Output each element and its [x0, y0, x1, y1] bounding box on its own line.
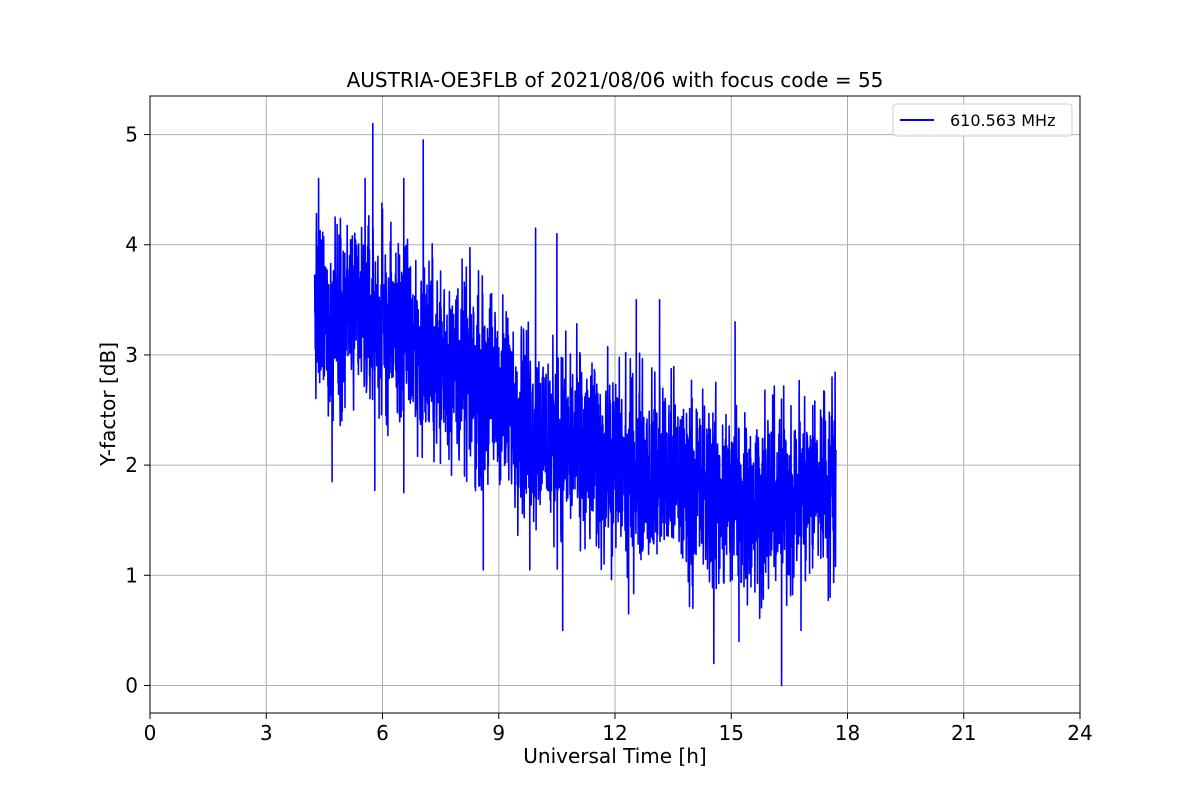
- x-tick-label: 0: [144, 721, 157, 745]
- x-tick-label: 18: [835, 721, 860, 745]
- y-tick-label: 1: [125, 563, 138, 587]
- y-tick-label: 4: [125, 233, 138, 257]
- x-tick-label: 15: [719, 721, 744, 745]
- legend: 610.563 MHz: [892, 103, 1073, 137]
- y-axis-label: Y-factor [dB]: [96, 342, 120, 467]
- x-tick-label: 3: [260, 721, 273, 745]
- series-layer: [313, 122, 837, 687]
- x-tick-label: 12: [602, 721, 627, 745]
- y-tick-label: 0: [125, 673, 138, 697]
- y-tick-label: 2: [125, 453, 138, 477]
- x-axis-label: Universal Time [h]: [523, 744, 706, 768]
- chart-title: AUSTRIA-OE3FLB of 2021/08/06 with focus …: [347, 68, 884, 92]
- legend-box: [892, 103, 1073, 137]
- x-tick-label: 24: [1067, 721, 1092, 745]
- x-tick-label: 21: [951, 721, 976, 745]
- x-tick-label: 6: [376, 721, 389, 745]
- series-line-610-563-mhz: [313, 122, 837, 687]
- legend-label: 610.563 MHz: [950, 111, 1055, 130]
- y-tick-label: 5: [125, 123, 138, 147]
- y-tick-label: 3: [125, 343, 138, 367]
- x-tick-label: 9: [492, 721, 505, 745]
